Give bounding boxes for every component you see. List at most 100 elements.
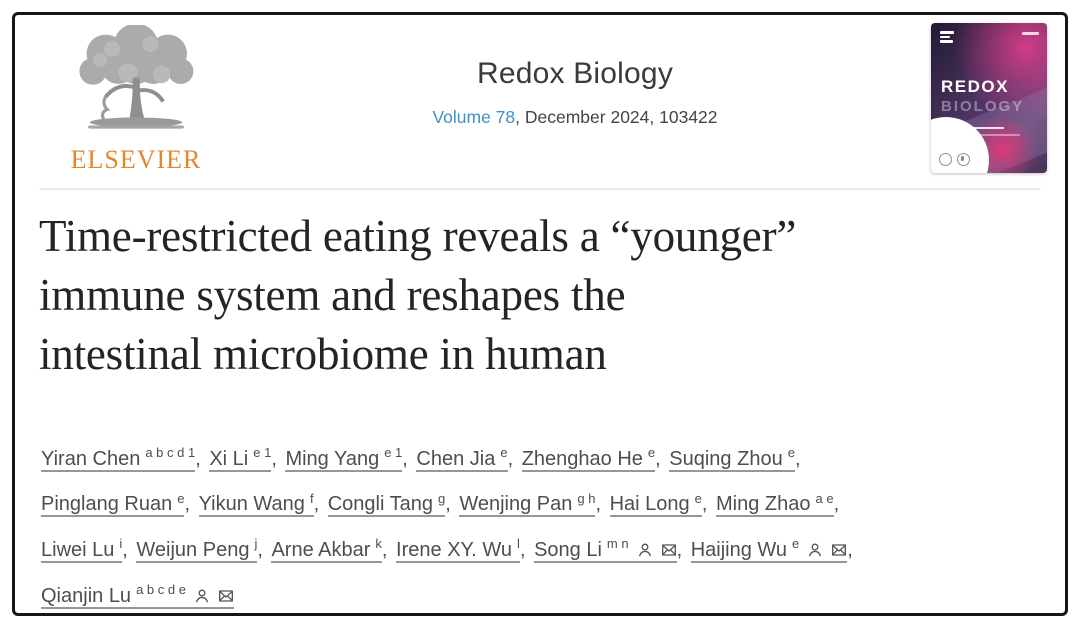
author-name: Suqing Zhou (669, 447, 783, 470)
author-affiliation-sup: e (500, 445, 508, 460)
author-name: Congli Tang (327, 493, 433, 516)
email-icon (831, 542, 847, 558)
author-link[interactable]: Xi Li e 1 (209, 445, 272, 472)
author-name: Qianjin Lu (41, 584, 132, 607)
author-affiliation-sup: e 1 (253, 445, 272, 460)
author-separator: , (402, 447, 414, 470)
author-link[interactable]: Irene XY. Wu l (396, 536, 520, 563)
cover-badge-icon (957, 153, 970, 166)
author-link[interactable]: Congli Tang g (327, 490, 446, 518)
journal-title-link[interactable]: Redox Biology (476, 57, 674, 90)
cover-publisher-mini-logo (940, 31, 954, 45)
author-name: Arne Akbar (271, 538, 371, 561)
author-link[interactable]: Zhenghao He e (521, 445, 656, 472)
author-separator: , (313, 493, 325, 516)
author-name: Weijun Peng (136, 538, 250, 561)
person-icon (807, 542, 823, 558)
author-separator: , (271, 447, 283, 470)
author-separator: , (195, 447, 207, 470)
author-link[interactable]: Qianjin Lu a b c d e (41, 581, 234, 609)
author-link[interactable]: Wenjing Pan g h (459, 490, 596, 518)
author-affiliation-sup: e (694, 490, 702, 506)
author-link[interactable]: Yiran Chen a b c d 1 (41, 445, 196, 472)
email-icon (661, 542, 677, 558)
article-title-line: intestinal microbiome in human (39, 329, 607, 379)
author-affiliation-sup: e (792, 536, 800, 552)
cover-title-redox: REDOX (941, 77, 1009, 96)
author-link[interactable]: Pinglang Ruan e (41, 491, 185, 518)
person-icon (194, 588, 210, 604)
article-title: Time-restricted eating reveals a “younge… (39, 207, 1045, 384)
author-separator: , (676, 538, 688, 561)
author-affiliation-sup: j (254, 536, 258, 552)
author-link[interactable]: Arne Akbar k (271, 536, 382, 563)
author-affiliation-sup: a e (815, 490, 834, 506)
author-affiliation-sup: g h (577, 490, 596, 506)
author-link[interactable]: Weijun Peng j (136, 536, 258, 563)
author-name: Xi Li (209, 447, 249, 470)
author-separator: , (794, 447, 801, 470)
author-link[interactable]: Chen Jia e (416, 445, 508, 472)
author-separator: , (519, 538, 532, 561)
author-separator: , (833, 493, 840, 516)
author-affiliation-sup: e 1 (384, 445, 403, 460)
author-name: Song Li (534, 538, 602, 561)
author-name: Pinglang Ruan (41, 493, 173, 516)
author-separator: , (507, 447, 519, 470)
author-separator: , (655, 447, 667, 470)
author-separator: , (701, 493, 713, 516)
journal-cover-thumbnail[interactable]: REDOX BIOLOGY (931, 23, 1047, 173)
page-frame: ELSEVIER Redox Biology Volume 78, Decemb… (12, 12, 1068, 616)
author-name: Haijing Wu (690, 538, 788, 561)
email-icon (218, 588, 234, 604)
elsevier-logo[interactable]: ELSEVIER (41, 25, 231, 175)
author-separator: , (184, 493, 196, 516)
author-link[interactable]: Yikun Wang f (198, 491, 314, 518)
cover-top-right-text (1022, 32, 1039, 35)
author-name: Zhenghao He (521, 447, 643, 470)
author-affiliation-sup: e (787, 445, 795, 460)
issue-citation: Volume 78, December 2024, 103422 (325, 107, 825, 128)
author-name: Irene XY. Wu (396, 538, 513, 561)
author-name: Yikun Wang (198, 493, 305, 516)
author-link[interactable]: Liwei Lu i (41, 536, 123, 563)
issue-info-text: , December 2024, 103422 (515, 107, 718, 127)
cover-badge-icon (939, 153, 952, 166)
article-title-line: Time-restricted eating reveals a “younge… (39, 211, 797, 261)
author-separator: , (257, 538, 269, 561)
author-affiliation-sup: g (437, 490, 446, 506)
author-name: Wenjing Pan (459, 493, 573, 516)
article-title-line: immune system and reshapes the (39, 270, 626, 320)
elsevier-wordmark: ELSEVIER (70, 145, 202, 174)
header-divider (39, 188, 1041, 190)
author-name: Liwei Lu (41, 538, 115, 561)
author-list: Yiran Chen a b c d 1, Xi Li e 1, Ming Yang… (41, 433, 1035, 616)
author-name: Ming Yang (285, 447, 380, 470)
author-name: Chen Jia (416, 447, 496, 470)
author-link[interactable]: Ming Zhao a e (715, 490, 834, 518)
author-separator: , (847, 538, 853, 561)
author-separator: , (595, 493, 607, 516)
author-separator: , (381, 538, 394, 561)
author-separator: , (122, 538, 134, 561)
author-affiliation-sup: m n (606, 536, 629, 552)
author-affiliation-sup: k (375, 536, 382, 552)
author-link[interactable]: Haijing Wu e (690, 536, 848, 563)
author-name: Yiran Chen (41, 447, 141, 470)
volume-link[interactable]: Volume 78 (432, 107, 516, 127)
journal-header: Redox Biology Volume 78, December 2024, … (325, 57, 825, 128)
author-affiliation-sup: a b c d e (136, 581, 186, 597)
author-affiliation-sup: e (647, 445, 656, 460)
author-affiliation-sup: l (517, 536, 520, 552)
author-separator: , (445, 493, 457, 516)
elsevier-tree-logo (79, 25, 194, 129)
author-link[interactable]: Suqing Zhou e (669, 445, 795, 472)
author-name: Hai Long (609, 493, 690, 516)
person-icon (637, 542, 653, 558)
author-affiliation-sup: a b c d 1 (145, 445, 196, 460)
cover-title-biology: BIOLOGY (941, 98, 1025, 115)
author-link[interactable]: Ming Yang e 1 (285, 445, 403, 472)
author-link[interactable]: Hai Long e (609, 490, 702, 518)
author-link[interactable]: Song Li m n (534, 536, 677, 563)
author-affiliation-sup: i (119, 536, 123, 552)
